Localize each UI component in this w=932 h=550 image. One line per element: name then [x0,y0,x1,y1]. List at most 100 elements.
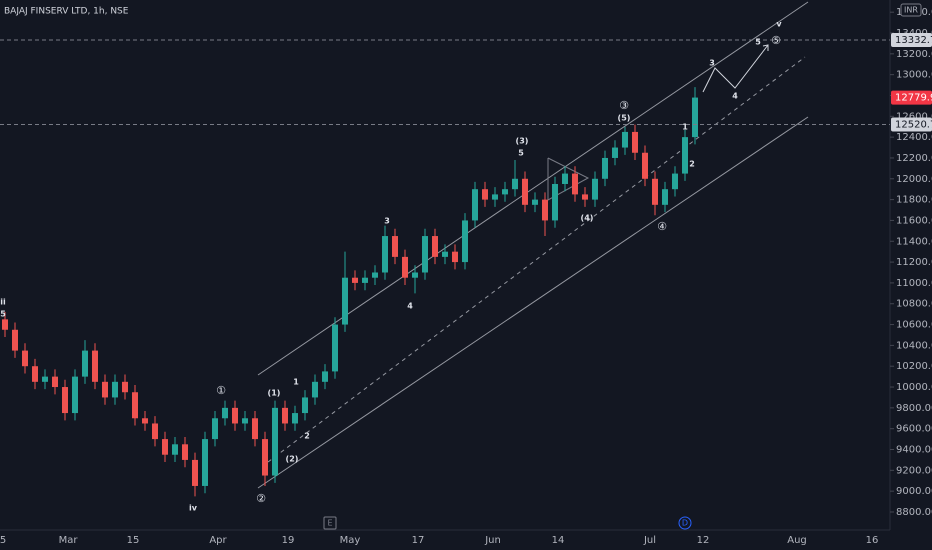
currency-label: INR [904,6,918,15]
candle-body [162,439,168,455]
candle-body [382,236,388,273]
wave-label: v [776,20,782,29]
event-marker-label: D [682,519,688,528]
y-tick-label: 11800.00 [896,195,932,206]
candle-body [662,189,668,205]
candle-body [692,97,698,138]
candle-body [452,251,458,263]
candle-body [22,350,28,367]
candle-body [442,251,448,257]
wave-label: 1 [293,378,299,387]
candle-body [472,189,478,221]
candle-body [372,272,378,278]
candle-body [232,407,238,424]
candle-body [32,366,38,382]
wave-label: ④ [657,220,667,233]
x-tick-label: Aug [787,535,807,546]
candle-body [512,178,518,190]
price-badge [891,33,932,48]
wave-label: 1 [682,123,688,132]
price-badge [891,117,932,132]
candle-body [642,152,648,179]
candle-body [682,137,688,174]
triangle [547,157,590,201]
candle-body [582,194,588,200]
candle-body [182,444,188,460]
y-tick-label: 10600.00 [896,320,932,331]
candle-body [622,131,628,148]
candle-body [552,183,558,221]
event-marker [678,516,692,530]
candle-body [82,350,88,377]
candle-body [2,319,8,330]
candle-body [432,236,438,257]
wave-label: 5 [0,310,6,319]
candle-body [362,277,368,283]
x-tick-label: Mar [59,535,79,546]
wave-label: 3 [384,217,390,226]
candle-body [42,376,48,382]
wave-label: 2 [304,432,310,441]
candle-body [62,387,68,414]
chart-title: BAJAJ FINSERV LTD, 1h, NSE [4,7,129,17]
x-tick-label: May [340,535,361,546]
wave-label: 5 [755,38,761,47]
y-tick-label: 10200.00 [896,361,932,372]
y-tick-label: 9400.00 [896,445,932,456]
x-tick-label: 5 [0,535,6,546]
candle-body [672,173,678,190]
y-tick-label: 8800.00 [896,507,932,518]
wave-label: iv [189,504,198,513]
candle-body [122,381,128,393]
y-tick-label: 9200.00 [896,465,932,476]
y-tick-label: 12600.00 [896,111,932,122]
candle-body [352,277,358,283]
candle-body [302,397,308,414]
candle-body [602,157,608,179]
candle-body [542,199,548,221]
candle-body [112,381,118,398]
candle-body [652,178,658,205]
wave-label: ② [256,492,266,505]
candle-body [422,236,428,273]
channel-upper [257,1,809,376]
candle-body [522,178,528,205]
y-tick-label: 11400.00 [896,236,932,247]
candle-body [132,392,138,419]
wave-label: 5 [518,149,524,158]
wave-label: (3) [516,137,529,146]
candle-body [52,376,58,388]
y-tick-label: 10400.00 [896,340,932,351]
y-tick-label: 13000.00 [896,70,932,81]
candle-body [392,236,398,257]
candle-body [102,381,108,398]
x-tick-label: Jun [484,535,501,546]
candle-body [612,147,618,158]
candle-body [12,329,18,351]
x-tick-label: 15 [127,535,140,546]
y-tick-label: 11600.00 [896,215,932,226]
wave-label: 3 [709,59,715,68]
x-tick-label: Apr [209,535,227,546]
candle-body [262,439,268,476]
candle-body [462,220,468,263]
event-marker [323,516,337,530]
candle-body [632,131,638,153]
candle-body [252,418,258,440]
x-tick-label: 14 [552,535,565,546]
arrow-head [762,44,769,51]
wave-label: ii [0,298,6,307]
projection [702,44,769,93]
candle-body [192,459,198,486]
wave-label: (4) [581,214,594,223]
candle-body [212,418,218,440]
y-tick-label: 12400.00 [896,132,932,143]
candle-body [282,407,288,424]
candle-body [402,256,408,278]
wave-label: 2 [689,160,695,169]
y-tick-label: 11000.00 [896,278,932,289]
x-tick-label: 12 [697,535,710,546]
candle-body [342,277,348,325]
price-badge-label: 12779.95 [895,93,932,104]
